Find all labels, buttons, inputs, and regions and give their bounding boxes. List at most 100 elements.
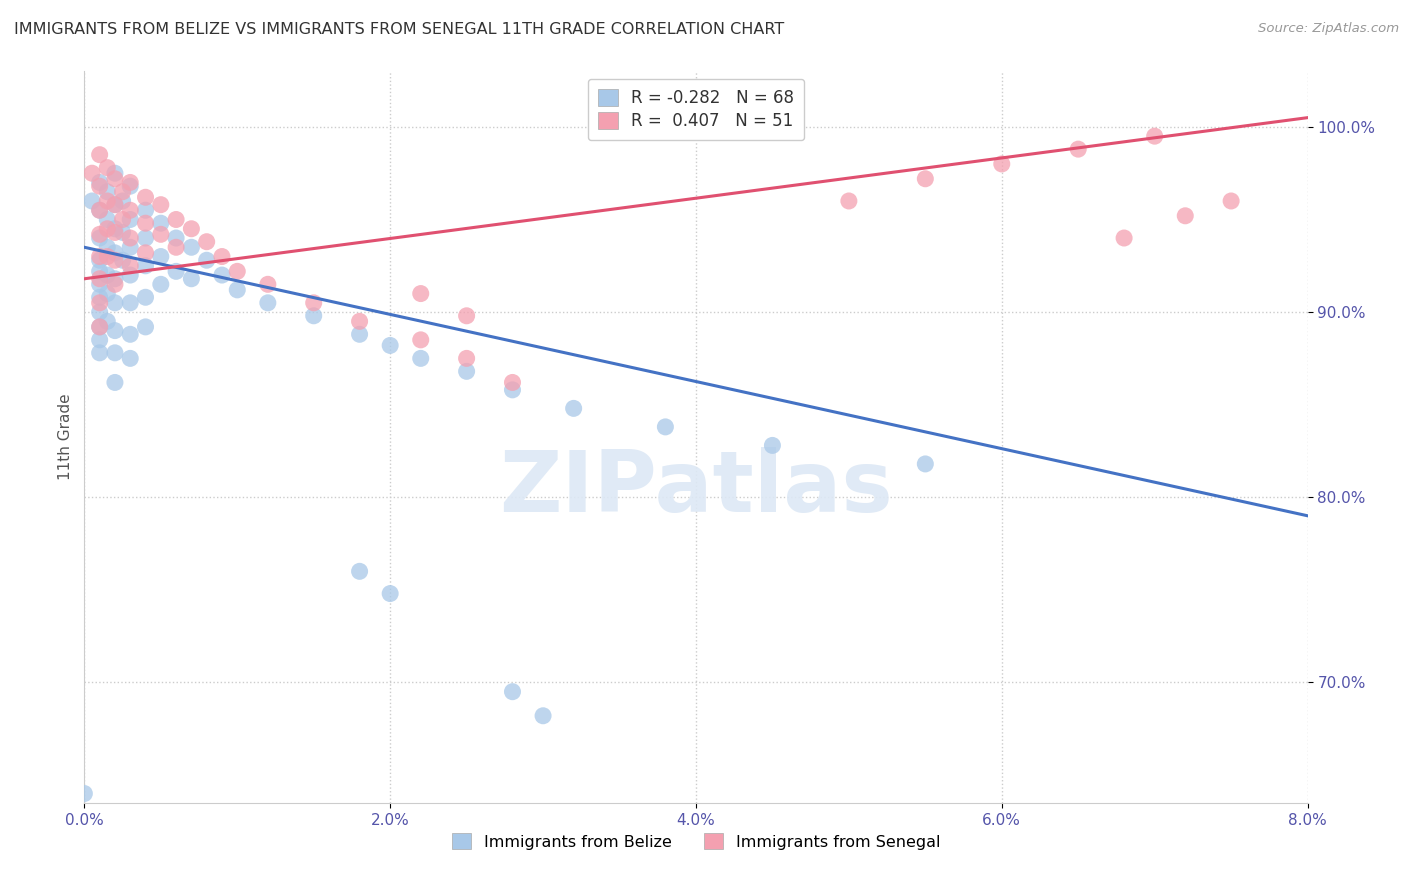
Point: [226, 264, 249, 278]
Point: [149, 216, 172, 230]
Point: [89, 231, 111, 245]
Point: [96, 194, 118, 208]
Text: Source: ZipAtlas.com: Source: ZipAtlas.com: [1258, 22, 1399, 36]
Text: ZIPatlas: ZIPatlas: [499, 447, 893, 530]
Point: [111, 226, 134, 240]
Point: [409, 351, 432, 366]
Point: [991, 157, 1014, 171]
Point: [1143, 129, 1166, 144]
Point: [149, 250, 172, 264]
Point: [120, 240, 142, 254]
Point: [96, 314, 118, 328]
Point: [104, 245, 127, 260]
Point: [562, 401, 585, 416]
Point: [104, 166, 127, 180]
Point: [104, 376, 127, 390]
Point: [96, 212, 118, 227]
Point: [120, 179, 142, 194]
Point: [135, 259, 157, 273]
Point: [165, 264, 187, 278]
Point: [89, 346, 111, 360]
Point: [89, 333, 111, 347]
Point: [914, 457, 936, 471]
Point: [257, 277, 280, 292]
Point: [409, 286, 432, 301]
Point: [96, 250, 118, 264]
Point: [135, 290, 157, 304]
Point: [104, 197, 127, 211]
Point: [149, 277, 172, 292]
Point: [80, 194, 103, 208]
Point: [135, 245, 157, 260]
Point: [914, 171, 936, 186]
Point: [104, 295, 127, 310]
Point: [380, 338, 402, 352]
Point: [654, 420, 676, 434]
Point: [409, 333, 432, 347]
Text: IMMIGRANTS FROM BELIZE VS IMMIGRANTS FROM SENEGAL 11TH GRADE CORRELATION CHART: IMMIGRANTS FROM BELIZE VS IMMIGRANTS FRO…: [14, 22, 785, 37]
Point: [104, 277, 127, 292]
Point: [211, 250, 233, 264]
Point: [120, 295, 142, 310]
Point: [502, 383, 524, 397]
Point: [180, 221, 202, 235]
Point: [89, 147, 111, 161]
Point: [104, 171, 127, 186]
Point: [180, 272, 202, 286]
Point: [104, 226, 127, 240]
Point: [120, 327, 142, 342]
Point: [180, 240, 202, 254]
Point: [211, 268, 233, 282]
Point: [149, 227, 172, 242]
Point: [96, 240, 118, 254]
Point: [89, 295, 111, 310]
Point: [1114, 231, 1136, 245]
Point: [302, 295, 325, 310]
Point: [165, 231, 187, 245]
Point: [456, 364, 478, 378]
Point: [120, 176, 142, 190]
Point: [349, 327, 371, 342]
Point: [838, 194, 860, 208]
Y-axis label: 11th Grade: 11th Grade: [58, 393, 73, 481]
Point: [257, 295, 280, 310]
Point: [104, 346, 127, 360]
Point: [165, 212, 187, 227]
Point: [89, 305, 111, 319]
Point: [1067, 142, 1090, 156]
Point: [456, 309, 478, 323]
Point: [80, 166, 103, 180]
Point: [96, 161, 118, 175]
Point: [104, 253, 127, 268]
Point: [89, 272, 111, 286]
Point: [89, 250, 111, 264]
Point: [104, 197, 127, 211]
Point: [73, 787, 96, 801]
Point: [1220, 194, 1243, 208]
Point: [89, 319, 111, 334]
Legend: Immigrants from Belize, Immigrants from Senegal: Immigrants from Belize, Immigrants from …: [451, 833, 941, 850]
Point: [96, 185, 118, 199]
Point: [135, 319, 157, 334]
Point: [96, 221, 118, 235]
Point: [120, 203, 142, 218]
Point: [89, 253, 111, 268]
Point: [120, 351, 142, 366]
Point: [89, 319, 111, 334]
Point: [96, 268, 118, 282]
Point: [89, 203, 111, 218]
Point: [195, 235, 218, 249]
Point: [456, 351, 478, 366]
Point: [89, 179, 111, 194]
Point: [531, 708, 554, 723]
Point: [104, 221, 127, 235]
Point: [89, 277, 111, 292]
Point: [349, 314, 371, 328]
Point: [89, 227, 111, 242]
Point: [111, 253, 134, 268]
Point: [135, 231, 157, 245]
Point: [165, 240, 187, 254]
Point: [111, 185, 134, 199]
Point: [502, 376, 524, 390]
Point: [120, 259, 142, 273]
